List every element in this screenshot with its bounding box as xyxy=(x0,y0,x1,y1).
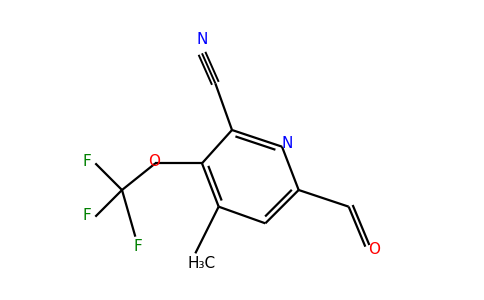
Text: F: F xyxy=(134,239,142,254)
Text: N: N xyxy=(197,32,208,47)
Text: O: O xyxy=(148,154,160,169)
Text: F: F xyxy=(83,154,91,169)
Text: O: O xyxy=(368,242,379,257)
Text: H₃C: H₃C xyxy=(188,256,216,271)
Text: F: F xyxy=(83,208,91,223)
Text: N: N xyxy=(281,136,293,152)
